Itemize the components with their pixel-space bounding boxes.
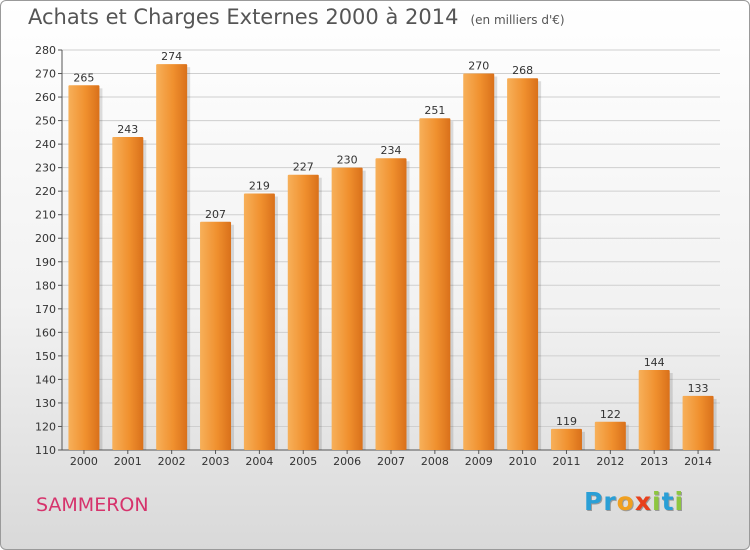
bar — [243, 193, 275, 450]
y-tick-label: 140 — [35, 373, 56, 386]
data-label: 219 — [249, 180, 270, 193]
logo-letter: i — [652, 487, 662, 516]
bar — [550, 428, 582, 450]
x-tick-label: 2005 — [289, 455, 317, 468]
y-tick-label: 220 — [35, 185, 56, 198]
y-tick-label: 240 — [35, 138, 56, 151]
proxiti-logo: Proxiti — [584, 487, 684, 516]
logo-letter: t — [661, 487, 675, 516]
data-label: 265 — [73, 71, 94, 84]
y-tick-label: 200 — [35, 232, 56, 245]
data-label: 144 — [644, 356, 665, 369]
bar — [156, 64, 188, 450]
data-label: 227 — [293, 161, 314, 174]
y-tick-label: 180 — [35, 279, 56, 292]
x-tick-label: 2010 — [509, 455, 537, 468]
x-tick-label: 2011 — [552, 455, 580, 468]
data-labels: 265 243 274 207 219 227 230 234 251 270 268 119 122 1… — [73, 50, 708, 428]
y-tick-label: 160 — [35, 326, 56, 339]
logo-letter: r — [603, 487, 617, 516]
data-label: 243 — [117, 123, 138, 136]
x-tick-label: 2004 — [245, 455, 273, 468]
y-tick-label: 190 — [35, 256, 56, 269]
data-label: 207 — [205, 208, 226, 221]
data-label: 234 — [381, 144, 402, 157]
logo-letter: o — [616, 487, 635, 516]
x-tick-label: 2007 — [377, 455, 405, 468]
bar — [331, 167, 363, 450]
bar — [68, 85, 100, 450]
data-label: 133 — [688, 382, 709, 395]
x-tick-label: 2002 — [158, 455, 186, 468]
y-tick-label: 260 — [35, 91, 56, 104]
bar — [682, 395, 714, 450]
y-tick-label: 130 — [35, 397, 56, 410]
bar — [419, 118, 451, 450]
x-tick-label: 2000 — [70, 455, 98, 468]
data-label: 270 — [468, 60, 489, 73]
unit-label: (en milliers d'€) — [470, 13, 565, 27]
x-tick-label: 2006 — [333, 455, 361, 468]
commune-name: SAMMERON — [36, 494, 149, 516]
data-label: 119 — [556, 415, 577, 428]
bar — [200, 221, 232, 450]
x-tick-label: 2012 — [596, 455, 624, 468]
y-tick-label: 280 — [35, 44, 56, 57]
x-tick-label: 2013 — [640, 455, 668, 468]
data-label: 230 — [337, 154, 358, 167]
bar — [463, 73, 495, 450]
title-text: Achats et Charges Externes 2000 à 2014 — [28, 5, 459, 29]
y-tick-label: 170 — [35, 303, 56, 316]
logo-letter: x — [634, 487, 652, 516]
bar — [638, 370, 670, 450]
chart-title: Achats et Charges Externes 2000 à 2014 (e… — [28, 5, 565, 29]
bar — [507, 78, 539, 450]
x-tick-label: 2001 — [114, 455, 142, 468]
logo-letter: P — [584, 487, 604, 516]
bar — [287, 174, 319, 451]
x-tick-label: 2014 — [684, 455, 712, 468]
x-tick-label: 2003 — [202, 455, 230, 468]
data-label: 268 — [512, 64, 533, 77]
bar — [594, 421, 626, 450]
y-tick-label: 150 — [35, 350, 56, 363]
y-tick-label: 210 — [35, 209, 56, 222]
y-tick-label: 270 — [35, 68, 56, 81]
y-tick-label: 110 — [35, 444, 56, 457]
bar — [375, 158, 407, 450]
bar — [112, 137, 144, 450]
y-tick-label: 230 — [35, 162, 56, 175]
data-label: 274 — [161, 50, 182, 63]
data-label: 251 — [424, 104, 445, 117]
data-label: 122 — [600, 408, 621, 421]
x-tick-label: 2009 — [465, 455, 493, 468]
x-tick-label: 2008 — [421, 455, 449, 468]
bars — [68, 64, 717, 451]
y-tick-label: 250 — [35, 115, 56, 128]
logo-letter: i — [674, 487, 685, 516]
y-tick-label: 120 — [35, 420, 56, 433]
